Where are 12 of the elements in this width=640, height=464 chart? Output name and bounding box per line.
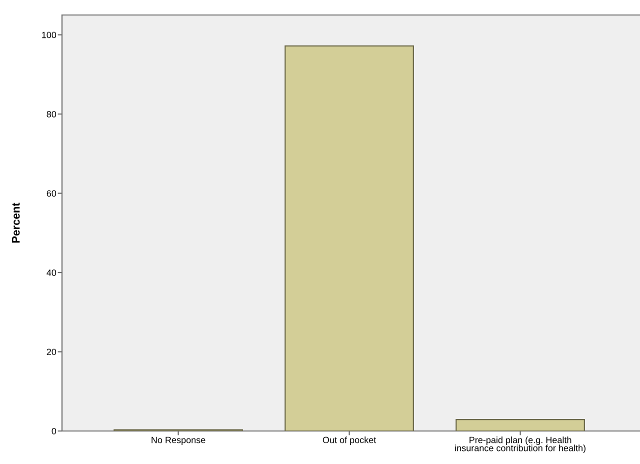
y-tick-label: 40 [46,269,56,276]
y-tick-label: 0 [52,428,56,434]
bar [456,418,585,431]
x-tick-label: No Response [152,436,206,445]
x-tick-label: Out of pocket [322,436,376,445]
y-tick-label: 80 [46,111,56,118]
y-tick-label: 20 [46,348,56,356]
x-tick-label: Pre-paid plan (e.g. Health insurance contribution for health) [455,436,586,454]
y-tick-label: 60 [46,190,56,197]
bar [284,45,414,431]
y-axis-title: Percent [12,202,20,243]
y-tick-label: 100 [42,32,56,38]
